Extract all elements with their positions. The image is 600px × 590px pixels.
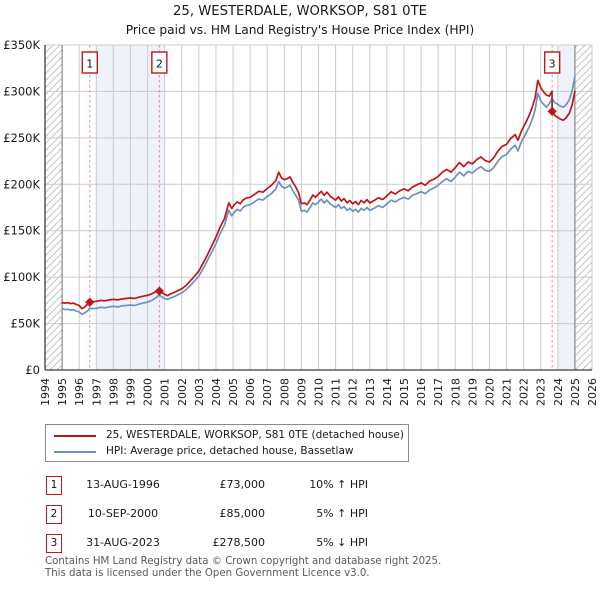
svg-text:2007: 2007 bbox=[261, 378, 274, 406]
svg-text:2024: 2024 bbox=[552, 378, 565, 406]
svg-text:£0: £0 bbox=[25, 363, 40, 377]
svg-text:£50K: £50K bbox=[11, 317, 41, 331]
sale-2-number-flag: 2 bbox=[151, 51, 168, 74]
gridlines bbox=[45, 44, 593, 370]
legend-label-hpi: HPI: Average price, detached house, Bass… bbox=[106, 445, 354, 457]
sale-1-price: £73,000 bbox=[219, 478, 266, 491]
svg-text:2006: 2006 bbox=[244, 378, 257, 406]
svg-text:2004: 2004 bbox=[210, 378, 223, 406]
sale-1-diamond-marker bbox=[85, 297, 95, 307]
svg-text:2015: 2015 bbox=[398, 378, 411, 406]
svg-text:2023: 2023 bbox=[535, 378, 548, 406]
svg-text:£300K: £300K bbox=[3, 84, 40, 98]
svg-text:3: 3 bbox=[549, 58, 556, 71]
sale-3-price: £278,500 bbox=[212, 536, 266, 549]
sale-1-hpi-comparison: 10% ↑ HPI bbox=[309, 478, 368, 491]
sale-1-number-flag: 1 bbox=[81, 51, 98, 74]
svg-text:2013: 2013 bbox=[364, 378, 377, 406]
page-title: 25, WESTERDALE, WORKSOP, S81 0TE bbox=[173, 4, 427, 19]
svg-text:£250K: £250K bbox=[3, 131, 40, 145]
svg-text:£350K: £350K bbox=[3, 38, 40, 52]
svg-text:2021: 2021 bbox=[501, 378, 514, 406]
sale-1-date: 13-AUG-1996 bbox=[86, 478, 160, 491]
sale-2-diamond-marker bbox=[154, 286, 164, 296]
svg-text:2: 2 bbox=[156, 58, 163, 71]
svg-text:2026: 2026 bbox=[586, 378, 599, 406]
chart-legend: 25, WESTERDALE, WORKSOP, S81 0TE (detach… bbox=[45, 424, 409, 462]
svg-text:1: 1 bbox=[86, 58, 93, 71]
svg-text:2022: 2022 bbox=[518, 378, 531, 406]
x-axis-labels: 1994 1995 1996 1997 1998 1999 2000 2001 2002 2003… bbox=[39, 378, 599, 406]
svg-text:2020: 2020 bbox=[483, 378, 496, 406]
legend-item-price-paid: 25, WESTERDALE, WORKSOP, S81 0TE (detach… bbox=[46, 427, 408, 444]
y-axis-labels: £0 £50K £100K £150K £200K £250K £300K £350K bbox=[3, 38, 40, 377]
sale-2-price: £85,000 bbox=[219, 507, 266, 520]
svg-text:1995: 1995 bbox=[56, 378, 69, 406]
sale-date-marker-lines bbox=[89, 45, 553, 370]
legend-item-hpi: HPI: Average price, detached house, Bass… bbox=[46, 443, 408, 460]
sale-row-2: 2 10-SEP-2000 £85,000 5% ↑ HPI bbox=[0, 505, 600, 525]
svg-text:2010: 2010 bbox=[313, 378, 326, 406]
svg-text:£150K: £150K bbox=[3, 224, 40, 238]
svg-text:2002: 2002 bbox=[176, 378, 189, 406]
legend-label-price-paid: 25, WESTERDALE, WORKSOP, S81 0TE (detach… bbox=[106, 429, 404, 441]
svg-text:£200K: £200K bbox=[3, 177, 40, 191]
sale-3-hpi-comparison: 5% ↓ HPI bbox=[316, 536, 368, 549]
svg-text:2025: 2025 bbox=[569, 378, 582, 406]
svg-text:2011: 2011 bbox=[330, 378, 343, 406]
svg-text:2019: 2019 bbox=[466, 378, 479, 406]
copyright-notice: Contains HM Land Registry data © Crown c… bbox=[45, 556, 442, 567]
sale-row-1: 1 13-AUG-1996 £73,000 10% ↑ HPI bbox=[0, 476, 600, 496]
sale-2-date: 10-SEP-2000 bbox=[87, 507, 159, 520]
page-subtitle: Price paid vs. HM Land Registry's House … bbox=[125, 23, 475, 37]
hpi-average-line bbox=[61, 75, 576, 316]
sale-3-number-badge: 3 bbox=[46, 534, 62, 553]
svg-text:1997: 1997 bbox=[90, 378, 103, 406]
no-data-hatch-regions bbox=[45, 45, 592, 370]
sale-3-number-flag: 3 bbox=[543, 51, 561, 74]
svg-text:1996: 1996 bbox=[73, 378, 86, 406]
svg-text:2003: 2003 bbox=[193, 378, 206, 406]
svg-text:£100K: £100K bbox=[3, 270, 40, 284]
licence-notice: This data is licensed under the Open Gov… bbox=[45, 568, 370, 579]
svg-text:2014: 2014 bbox=[381, 378, 394, 406]
svg-text:2017: 2017 bbox=[432, 378, 445, 406]
sale-3-date: 31-AUG-2023 bbox=[86, 536, 160, 549]
svg-text:2008: 2008 bbox=[278, 378, 291, 406]
hpi-line-swatch bbox=[54, 451, 96, 453]
sale-3-diamond-marker bbox=[547, 106, 557, 116]
svg-text:1994: 1994 bbox=[39, 378, 52, 406]
sale-row-3: 3 31-AUG-2023 £278,500 5% ↓ HPI bbox=[0, 534, 600, 554]
svg-text:2005: 2005 bbox=[227, 378, 240, 406]
svg-text:1998: 1998 bbox=[107, 378, 120, 406]
price-line-swatch bbox=[54, 435, 96, 437]
svg-text:2001: 2001 bbox=[159, 378, 172, 406]
price-history-chart: 1 2 3 £0 £50K £100K £150K £200K £250K £300K £350K 1… bbox=[3, 38, 599, 406]
svg-text:2000: 2000 bbox=[142, 378, 155, 406]
sale-2-hpi-comparison: 5% ↑ HPI bbox=[316, 507, 368, 520]
sale-2-number-badge: 2 bbox=[46, 505, 62, 524]
svg-text:1999: 1999 bbox=[124, 378, 137, 406]
svg-text:2012: 2012 bbox=[347, 378, 360, 406]
price-paid-line bbox=[61, 79, 576, 310]
sale-1-number-badge: 1 bbox=[46, 476, 62, 495]
svg-text:2009: 2009 bbox=[295, 378, 308, 406]
svg-text:2018: 2018 bbox=[449, 378, 462, 406]
svg-text:2016: 2016 bbox=[415, 378, 428, 406]
